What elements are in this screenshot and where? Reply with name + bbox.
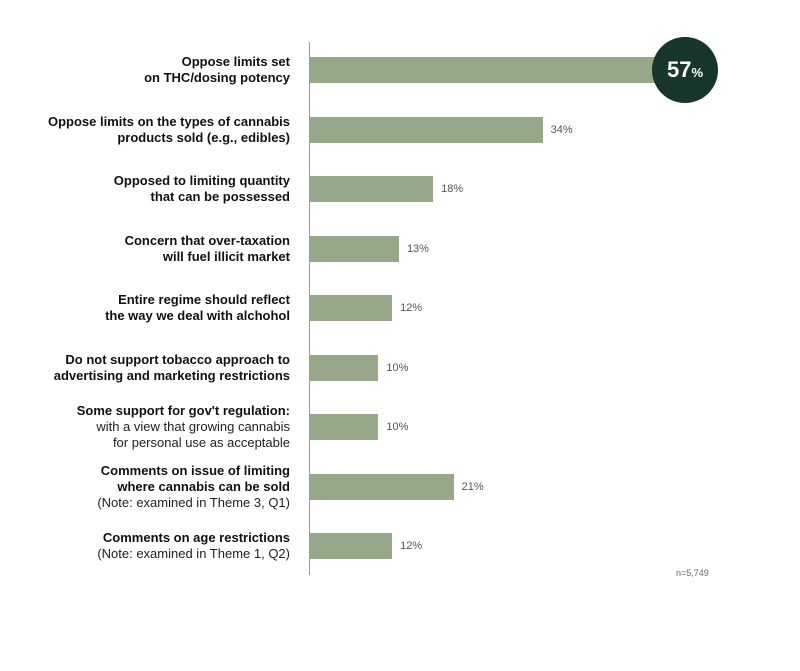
category-label-line: Entire regime should reflect — [118, 292, 290, 307]
category-label-line: the way we deal with alchohol — [105, 308, 290, 323]
highlight-value-unit: % — [691, 65, 704, 80]
category-label-line: Opposed to limiting quantity — [113, 173, 290, 188]
bar-value-label: 18% — [441, 183, 464, 195]
category-label-line: with a view that growing cannabis — [96, 419, 290, 434]
highlight-value-number: 57 — [666, 57, 692, 82]
category-label-line: on THC/dosing potency — [144, 70, 290, 85]
category-label-line: products sold (e.g., edibles) — [117, 129, 290, 145]
category-label-line: for personal use as acceptable — [112, 435, 290, 450]
bar — [310, 57, 700, 83]
category-label-line: Concern that over-taxation — [124, 232, 290, 248]
category-label-line: Oppose limits on the types of cannabis — [48, 113, 290, 129]
category-label: Comments on issue of limiting where canna… — [0, 463, 290, 511]
highlight-value-badge: 57% — [652, 37, 718, 103]
bar-value-label: 10% — [386, 361, 409, 374]
category-label-line: where cannabis can be sold — [117, 478, 290, 494]
y-axis-line — [309, 42, 310, 575]
category-label-line: advertising and marketing restrictions — [53, 367, 290, 383]
category-label-line: Oppose limits set — [181, 54, 290, 69]
bar-value-label: 13% — [406, 242, 429, 255]
category-label-line: (Note: examined in Theme 3, Q1) — [97, 494, 290, 510]
bar — [310, 116, 543, 143]
bar — [310, 533, 393, 559]
category-label: Do not support tobacco approach to advert… — [0, 352, 290, 384]
category-label: Oppose limits on the types of cannabis pr… — [0, 114, 290, 146]
category-label: Entire regime should reflect the way we d… — [0, 292, 290, 324]
bar — [310, 176, 434, 202]
bar — [310, 295, 393, 321]
bar — [310, 354, 379, 381]
category-label: Opposed to limiting quantity that can be … — [0, 173, 290, 205]
bar-value-label: 34% — [550, 123, 573, 136]
bar — [310, 414, 379, 440]
category-label-line: Some support for gov't regulation: — [76, 403, 290, 418]
bar-value-label: 10% — [386, 421, 409, 433]
category-label: Comments on age restrictions (Note: exami… — [0, 530, 290, 562]
category-label-line: Do not support tobacco approach to — [65, 351, 290, 367]
category-label-line: Comments on issue of limiting — [100, 462, 290, 478]
category-label-line: will fuel illicit market — [162, 248, 290, 264]
category-label: Some support for gov't regulation: with a… — [0, 403, 290, 451]
category-label-line: that can be possessed — [150, 189, 290, 204]
bar — [310, 235, 399, 262]
bar-value-label: 12% — [400, 302, 423, 314]
sample-size-note: n=5,749 — [676, 568, 709, 578]
category-label: Concern that over-taxation will fuel illi… — [0, 233, 290, 265]
category-label-line: (Note: examined in Theme 1, Q2) — [97, 546, 290, 561]
bar-value-label: 21% — [461, 480, 484, 493]
bar-value-label: 12% — [400, 540, 423, 552]
category-label: Oppose limits set on THC/dosing potency — [0, 54, 290, 86]
bar — [310, 473, 454, 500]
category-label-line: Comments on age restrictions — [102, 530, 290, 545]
